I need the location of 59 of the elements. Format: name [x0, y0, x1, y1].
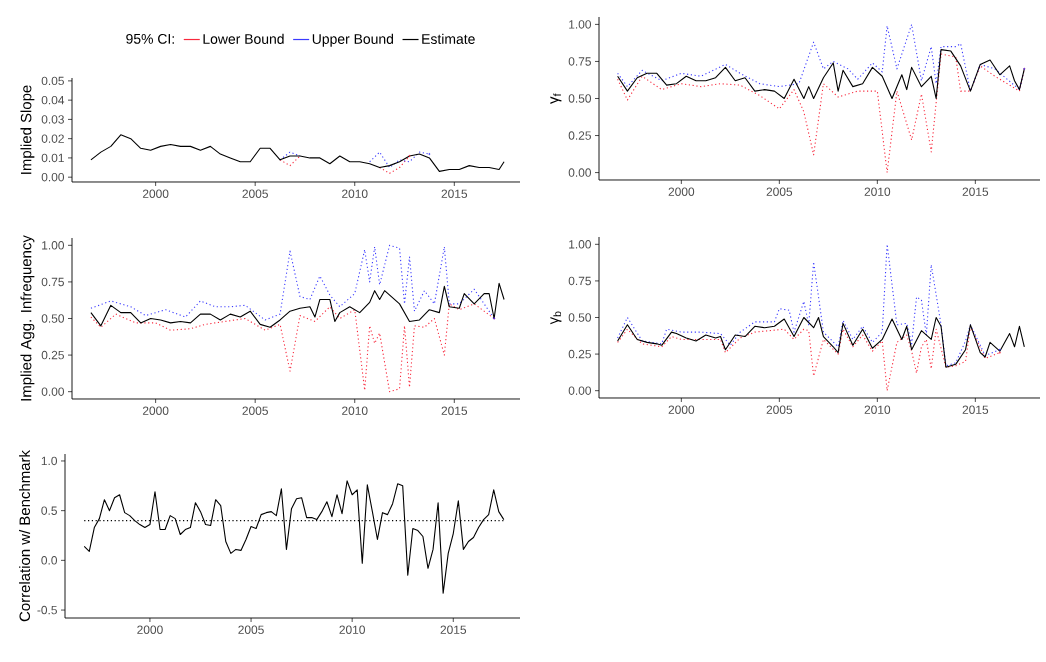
y-tick-label: 0.25: [568, 349, 591, 359]
y-axis-title: γ$_{f}$: [550, 93, 562, 104]
y-tick-label: -0.5: [37, 605, 57, 615]
legend-label: Estimate: [422, 33, 475, 44]
y-tick-label: 0.75: [41, 277, 64, 287]
y-tick-label: 0.04: [41, 95, 65, 105]
x-tick-label: 2015: [962, 187, 989, 196]
y-tick-label: 0.03: [41, 115, 64, 124]
y-tick-label: 0.02: [41, 134, 64, 143]
y-tick-label: 1.00: [569, 240, 592, 249]
y-tick-label: 0.5: [41, 506, 57, 515]
y-tick-label: 0.50: [568, 313, 592, 322]
x-tick-label: 2005: [242, 406, 268, 415]
x-tick-label: 2005: [766, 405, 793, 414]
y-axis-title: Implied Slope: [20, 85, 35, 174]
x-tick-label: 2000: [668, 405, 695, 414]
x-tick-label: 2010: [864, 405, 891, 414]
y-tick-label: 0.00: [41, 172, 65, 182]
x-tick-label: 2005: [242, 189, 268, 198]
line-series: [617, 316, 1025, 368]
y-axis-title: Correlation w/ Benchmark: [19, 450, 31, 622]
y-tick-label: 0.50: [41, 314, 65, 323]
y-tick-label: 0.01: [41, 153, 64, 163]
x-tick-label: 2015: [962, 405, 989, 414]
legend-label: Upper Bound: [312, 33, 394, 47]
y-tick-label: 1.0: [41, 456, 58, 466]
y-tick-label: 0.00: [568, 168, 592, 177]
y-tick-label: 0.75: [568, 276, 591, 286]
y-tick-label: 0.75: [568, 57, 591, 66]
y-axis-title: γ$_{b}$: [550, 311, 562, 325]
x-tick-label: 2010: [342, 406, 368, 415]
line-series: [617, 53, 1026, 174]
line-series: [90, 282, 505, 328]
x-tick-label: 2000: [668, 187, 695, 196]
y-tick-label: 0.0: [41, 556, 58, 565]
x-tick-label: 2000: [137, 625, 163, 634]
x-tick-label: 2015: [441, 189, 468, 198]
y-axis-title: Implied Agg. Infrequency: [20, 235, 35, 401]
legend-title: 95% CI:: [126, 33, 174, 44]
y-tick-label: 0.00: [568, 386, 592, 395]
y-tick-label: 0.00: [41, 387, 65, 396]
x-tick-label: 2005: [238, 625, 264, 634]
x-tick-label: 2000: [142, 189, 169, 198]
x-tick-label: 2010: [339, 625, 365, 634]
y-tick-label: 0.25: [568, 131, 591, 140]
y-tick-label: 0.50: [568, 94, 592, 103]
y-tick-label: 0.05: [41, 76, 64, 86]
x-tick-label: 2010: [864, 187, 891, 196]
x-tick-label: 2015: [440, 625, 467, 634]
legend-label: Lower Bound: [203, 33, 284, 44]
x-tick-label: 2010: [342, 189, 368, 198]
y-tick-label: 0.25: [41, 350, 64, 360]
x-tick-label: 2005: [766, 187, 793, 196]
line-series: [90, 134, 505, 172]
x-tick-label: 2015: [441, 406, 468, 415]
y-tick-label: 1.00: [42, 241, 65, 250]
y-tick-label: 1.00: [569, 20, 592, 29]
x-tick-label: 2000: [142, 406, 169, 415]
line-series: [617, 49, 1025, 100]
